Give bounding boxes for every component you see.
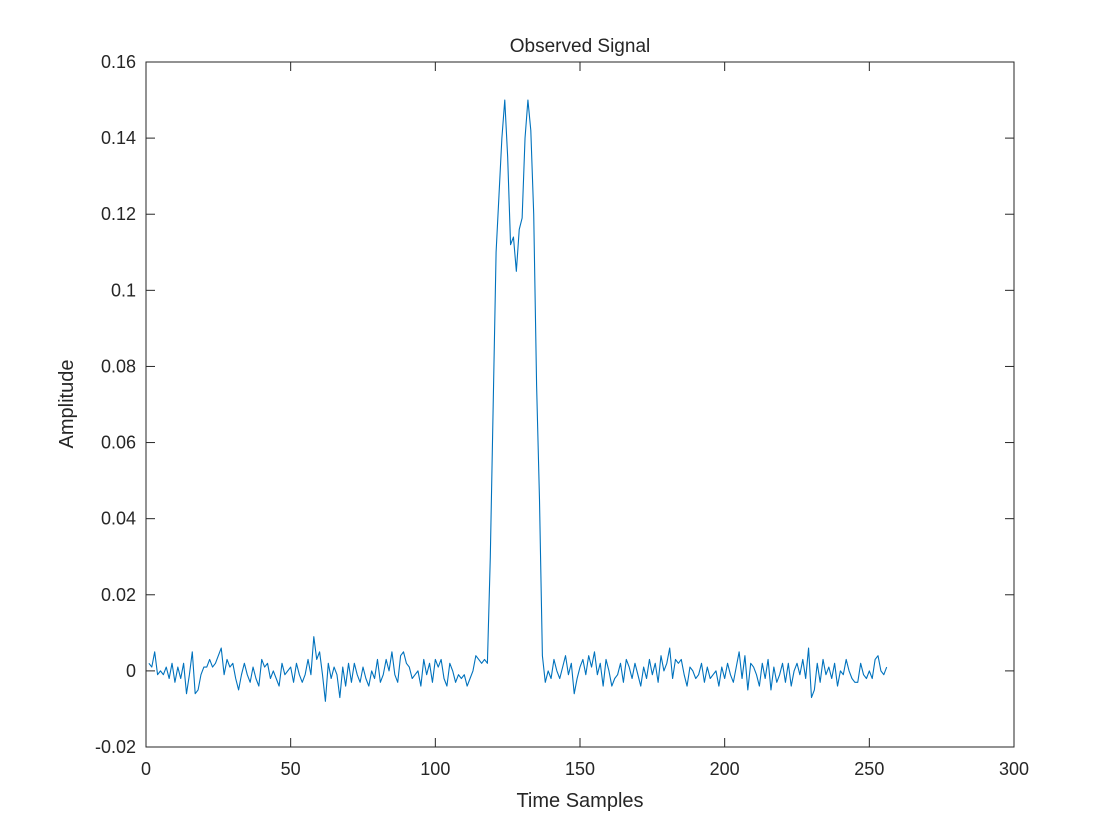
x-tick-label: 100: [420, 759, 450, 779]
y-tick-label: -0.02: [95, 737, 136, 757]
x-tick-label: 300: [999, 759, 1029, 779]
x-tick-label: 250: [854, 759, 884, 779]
y-tick-label: 0: [126, 661, 136, 681]
signal-line: [148, 99, 888, 702]
y-tick-label: 0.06: [101, 433, 136, 453]
axes-box: [145, 61, 1015, 748]
x-axis-label: Time Samples: [516, 790, 643, 812]
x-tick-label: 150: [565, 759, 595, 779]
x-tick-label: 0: [141, 759, 151, 779]
y-tick-label: 0.12: [101, 204, 136, 224]
y-tick-label: 0.1: [111, 280, 136, 300]
y-tick-label: 0.16: [101, 52, 136, 72]
chart-title: Observed Signal: [510, 36, 650, 57]
x-tick-label: 200: [710, 759, 740, 779]
y-tick-label: 0.02: [101, 585, 136, 605]
x-tick-label: 50: [281, 759, 301, 779]
y-tick-label: 0.14: [101, 128, 136, 148]
y-axis-label: Amplitude: [56, 360, 78, 449]
y-tick-label: 0.04: [101, 509, 136, 529]
y-tick-label: 0.08: [101, 356, 136, 376]
